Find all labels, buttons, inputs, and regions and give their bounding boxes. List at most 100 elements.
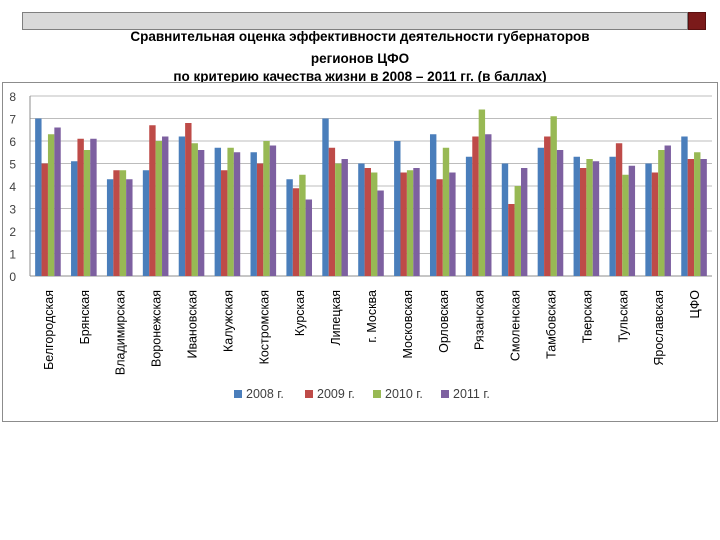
y-tick-label: 1: [9, 248, 16, 262]
bar: [436, 179, 443, 276]
bar: [155, 141, 163, 276]
y-tick-label: 4: [9, 180, 16, 194]
bar: [442, 147, 450, 276]
bar: [579, 168, 587, 276]
bar: [292, 188, 300, 276]
bar: [106, 179, 114, 276]
x-tick-label: ЦФО: [688, 290, 702, 319]
bar: [371, 172, 378, 276]
x-tick-label: Ярославская: [652, 290, 666, 366]
bar: [681, 136, 688, 276]
bar: [406, 170, 414, 276]
legend-swatch: [234, 390, 242, 398]
bar: [119, 170, 127, 276]
x-tick-label: Орловская: [437, 290, 451, 353]
bar: [126, 179, 133, 276]
bar: [41, 163, 48, 276]
x-tick-label: г. Москва: [365, 290, 379, 343]
bar: [394, 141, 401, 276]
x-tick-label: Костромская: [257, 290, 271, 364]
bar: [615, 143, 623, 276]
x-tick-label: Воронежская: [150, 290, 164, 367]
bar: [233, 152, 241, 276]
bar: [472, 136, 479, 276]
legend-swatch: [373, 390, 381, 398]
bar: [221, 170, 228, 276]
bar: [305, 199, 313, 276]
bar: [694, 152, 701, 276]
bar: [592, 161, 600, 276]
y-tick-label: 2: [9, 225, 16, 239]
bar: [286, 179, 293, 276]
x-tick-label: Владимирская: [114, 290, 128, 375]
bar: [162, 136, 169, 276]
bar: [465, 156, 473, 276]
bar: [299, 174, 306, 276]
legend-label: 2011 г.: [453, 387, 490, 401]
bar: [256, 163, 264, 276]
bar: [609, 156, 616, 276]
bar: [700, 159, 707, 276]
bar: [335, 163, 342, 276]
legend-label: 2009 г.: [317, 387, 355, 401]
slide-header-bar: [22, 12, 688, 30]
bar: [550, 116, 557, 276]
bar: [142, 170, 150, 276]
bar: [628, 165, 636, 276]
bar: [687, 159, 695, 276]
y-tick-label: 7: [9, 113, 16, 127]
bar: [514, 186, 521, 276]
y-tick-label: 0: [9, 270, 16, 284]
bar: [178, 136, 186, 276]
bar: [77, 138, 84, 276]
bar: [429, 134, 437, 276]
bar: [377, 190, 384, 276]
x-tick-label: Белгородская: [42, 290, 56, 370]
chart-title-line-3: по критерию качества жизни в 2008 – 2011…: [173, 69, 547, 84]
bar: [227, 147, 234, 276]
y-tick-label: 3: [9, 203, 16, 217]
x-tick-label: Тульская: [616, 290, 630, 342]
chart-title-line-1: Сравнительная оценка эффективности деяте…: [130, 29, 590, 44]
x-tick-label: Липецкая: [329, 290, 343, 346]
bar: [47, 134, 55, 276]
x-tick-label: Тамбовская: [544, 290, 558, 359]
legend-swatch: [305, 390, 313, 398]
bar: [71, 161, 78, 276]
bar: [322, 118, 329, 276]
x-tick-label: Калужская: [221, 290, 235, 352]
legend-swatch: [441, 390, 449, 398]
x-tick-label: Брянская: [78, 290, 92, 344]
chart-title-line-2: регионов ЦФО: [310, 51, 410, 66]
bar: [191, 143, 198, 276]
bar: [185, 123, 192, 276]
y-tick-label: 5: [9, 158, 16, 172]
x-tick-label: Московская: [401, 290, 415, 359]
bar: [197, 150, 205, 276]
x-tick-label: Рязанская: [473, 290, 487, 350]
bar: [651, 172, 659, 276]
legend-label: 2008 г.: [246, 387, 284, 401]
bar: [54, 127, 61, 276]
bar: [263, 141, 270, 276]
x-tick-label: Смоленская: [509, 290, 523, 361]
bar: [83, 150, 91, 276]
x-tick-label: Ивановская: [186, 290, 200, 359]
bar: [544, 136, 551, 276]
bar: [341, 159, 348, 276]
y-tick-label: 8: [9, 90, 16, 104]
x-tick-label: Тверская: [580, 290, 594, 343]
bar: [508, 204, 515, 276]
bar: [573, 156, 580, 276]
bar: [645, 163, 652, 276]
bar: [586, 159, 593, 276]
bar: [358, 163, 365, 276]
y-tick-label: 6: [9, 135, 16, 149]
x-tick-label: Курская: [293, 290, 307, 336]
bar: [664, 145, 671, 276]
legend-label: 2010 г.: [385, 387, 423, 401]
bar: [364, 168, 371, 276]
bar: [214, 147, 222, 276]
bar: [269, 145, 277, 276]
